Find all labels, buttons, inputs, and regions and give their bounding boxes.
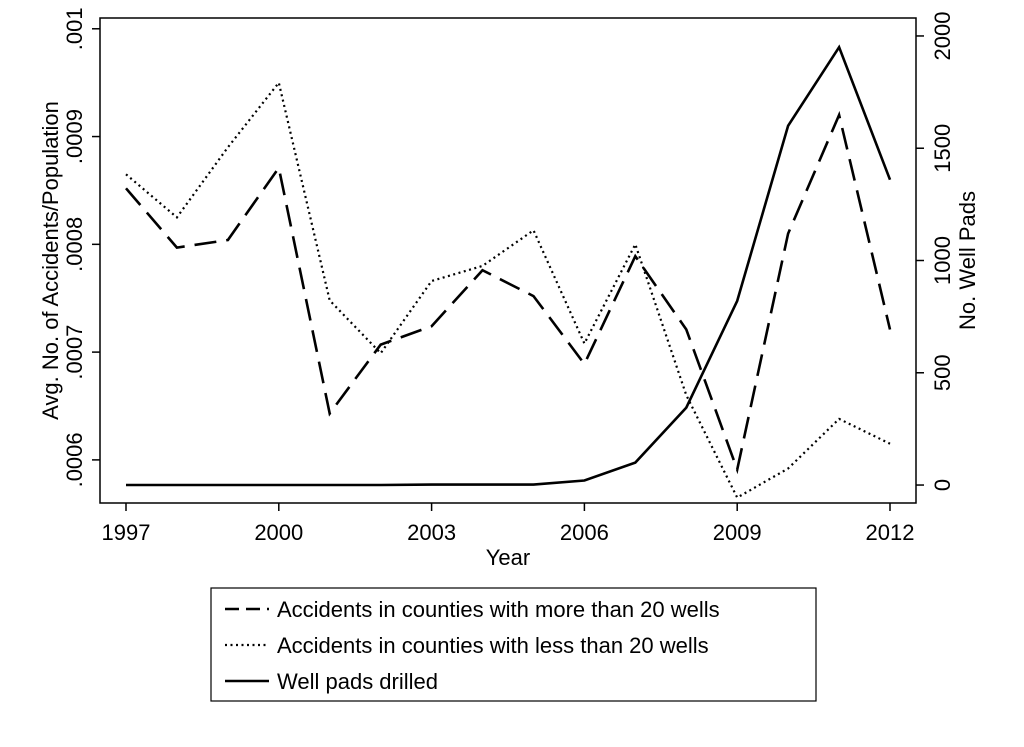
- x-tick-label: 2009: [713, 520, 762, 545]
- x-tick-label: 1997: [102, 520, 151, 545]
- plot-frame: [99, 17, 917, 504]
- legend: Accidents in counties with more than 20 …: [210, 587, 817, 702]
- series-line-3: [126, 44, 892, 487]
- y-right-tick-label: 0: [930, 479, 955, 491]
- x-tick-label: 2000: [254, 520, 303, 545]
- series-line-1: [125, 110, 892, 475]
- x-axis: 1997 2000 2003 2006 2009 2012: [102, 503, 915, 545]
- x-tick-label: 2012: [866, 520, 915, 545]
- y-left-tick-label: .0006: [62, 432, 87, 487]
- series-line-2: [125, 80, 891, 500]
- y-axis-right: 0 500 1000 1500 2000: [916, 11, 955, 491]
- y-right-tick-label: 2000: [930, 11, 955, 60]
- plot-area: [99, 17, 917, 504]
- legend-label: Accidents in counties with more than 20 …: [277, 597, 720, 622]
- legend-box: [210, 587, 817, 702]
- y-left-tick-label: .0007: [62, 325, 87, 380]
- y-axis-left-title: Avg. No. of Accidents/Population: [38, 101, 63, 420]
- y-axis-right-title: No. Well Pads: [955, 191, 980, 330]
- x-tick-label: 2003: [407, 520, 456, 545]
- legend-label: Well pads drilled: [277, 669, 438, 694]
- legend-label: Accidents in counties with less than 20 …: [277, 633, 709, 658]
- legend-items: Accidents in counties with more than 20 …: [225, 597, 720, 694]
- series-layer: [125, 44, 892, 500]
- y-left-tick-label: .0009: [62, 109, 87, 164]
- y-right-tick-label: 1500: [930, 124, 955, 173]
- y-left-tick-label: .0008: [62, 217, 87, 272]
- y-left-tick-label: .001: [62, 7, 87, 50]
- y-right-tick-label: 500: [930, 354, 955, 391]
- y-right-tick-label: 1000: [930, 236, 955, 285]
- x-axis-title: Year: [486, 545, 530, 570]
- y-axis-left: .0006 .0007 .0008 .0009 .001: [62, 7, 100, 487]
- x-tick-label: 2006: [560, 520, 609, 545]
